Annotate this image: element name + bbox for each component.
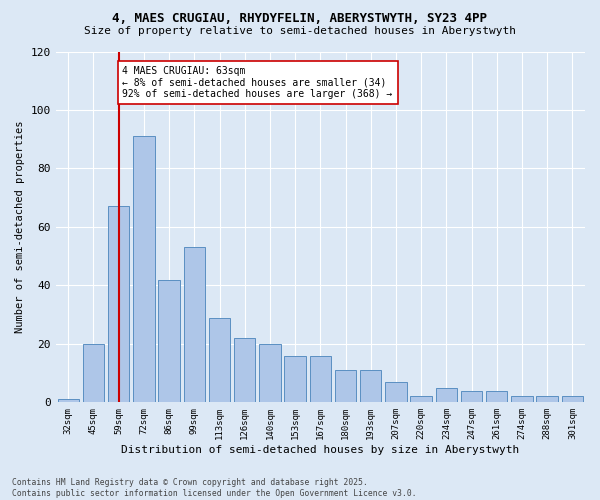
Bar [461, 390, 482, 402]
Bar [436, 388, 457, 402]
Bar [385, 382, 407, 402]
Bar [310, 356, 331, 403]
Bar [108, 206, 130, 402]
Y-axis label: Number of semi-detached properties: Number of semi-detached properties [15, 120, 25, 333]
Bar [335, 370, 356, 402]
Bar [234, 338, 256, 402]
Bar [184, 248, 205, 402]
Bar [58, 400, 79, 402]
Bar [486, 390, 508, 402]
Text: Size of property relative to semi-detached houses in Aberystwyth: Size of property relative to semi-detach… [84, 26, 516, 36]
Text: 4 MAES CRUGIAU: 63sqm
← 8% of semi-detached houses are smaller (34)
92% of semi-: 4 MAES CRUGIAU: 63sqm ← 8% of semi-detac… [122, 66, 393, 100]
Bar [410, 396, 432, 402]
Bar [360, 370, 382, 402]
Bar [284, 356, 306, 403]
Text: 4, MAES CRUGIAU, RHYDYFELIN, ABERYSTWYTH, SY23 4PP: 4, MAES CRUGIAU, RHYDYFELIN, ABERYSTWYTH… [113, 12, 487, 26]
Bar [133, 136, 155, 402]
Bar [259, 344, 281, 403]
Bar [536, 396, 558, 402]
Bar [209, 318, 230, 402]
Bar [511, 396, 533, 402]
Text: Contains HM Land Registry data © Crown copyright and database right 2025.
Contai: Contains HM Land Registry data © Crown c… [12, 478, 416, 498]
Bar [83, 344, 104, 403]
Bar [158, 280, 180, 402]
X-axis label: Distribution of semi-detached houses by size in Aberystwyth: Distribution of semi-detached houses by … [121, 445, 520, 455]
Bar [562, 396, 583, 402]
